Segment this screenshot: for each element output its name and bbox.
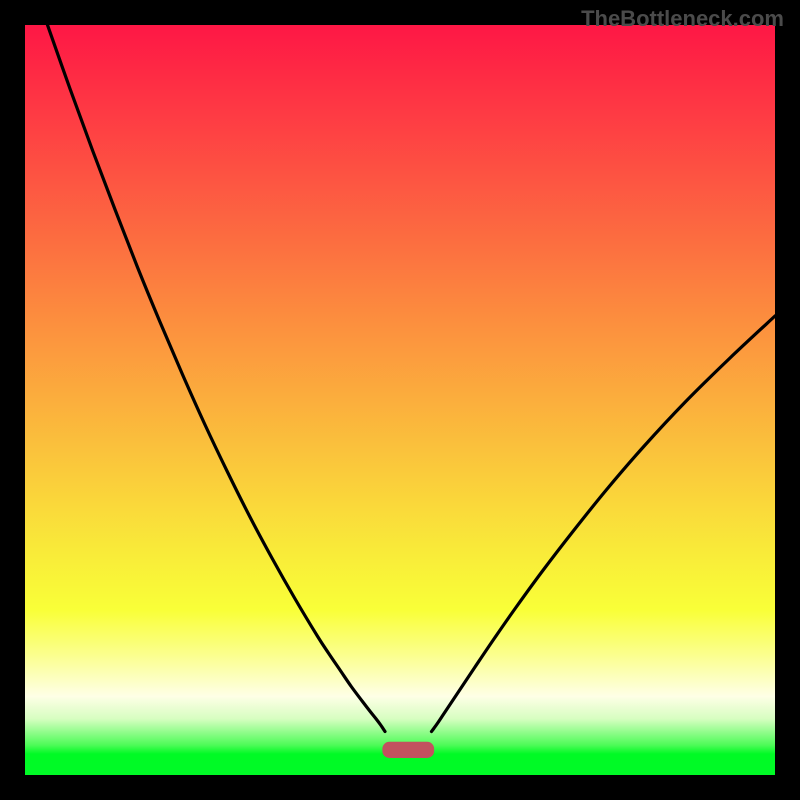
- plot-area: [25, 25, 775, 775]
- curve-overlay: [25, 25, 775, 775]
- bottleneck-marker: [382, 742, 434, 758]
- watermark-text: TheBottleneck.com: [581, 6, 784, 32]
